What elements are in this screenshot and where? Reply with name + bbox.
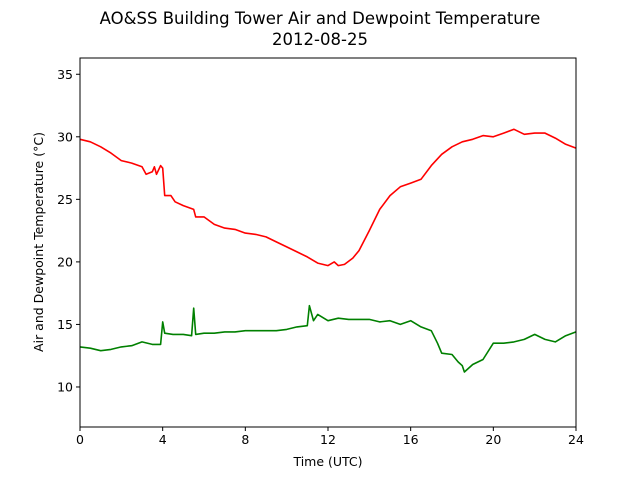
plot-area-frame <box>79 57 577 428</box>
y-tick-label: 25 <box>57 192 73 207</box>
x-tick-label: 24 <box>568 432 584 447</box>
x-tick-label: 12 <box>320 432 336 447</box>
y-tick-label: 30 <box>57 129 73 144</box>
series-line-1 <box>79 128 577 267</box>
series-line-2 <box>79 304 577 373</box>
x-axis-label: Time (UTC) <box>292 454 362 469</box>
y-tick-label: 15 <box>57 317 73 332</box>
y-tick-label: 35 <box>57 67 73 82</box>
axis-ticks-group: 0 4 8 12 16 20 24 10 15 20 25 30 35 <box>57 67 584 447</box>
x-tick-label: 20 <box>485 432 501 447</box>
x-tick-label: 0 <box>76 432 84 447</box>
y-tick-label: 10 <box>57 379 73 394</box>
x-tick-label: 4 <box>159 432 167 447</box>
chart-title: AO&SS Building Tower Air and Dewpoint Te… <box>100 9 541 28</box>
chart-subtitle: 2012-08-25 <box>272 30 368 49</box>
y-tick-label: 20 <box>57 254 73 269</box>
x-tick-label: 8 <box>241 432 249 447</box>
plot-series-group <box>79 128 577 373</box>
x-tick-label: 16 <box>403 432 419 447</box>
y-axis-label: Air and Dewpoint Temperature (°C) <box>31 132 46 352</box>
